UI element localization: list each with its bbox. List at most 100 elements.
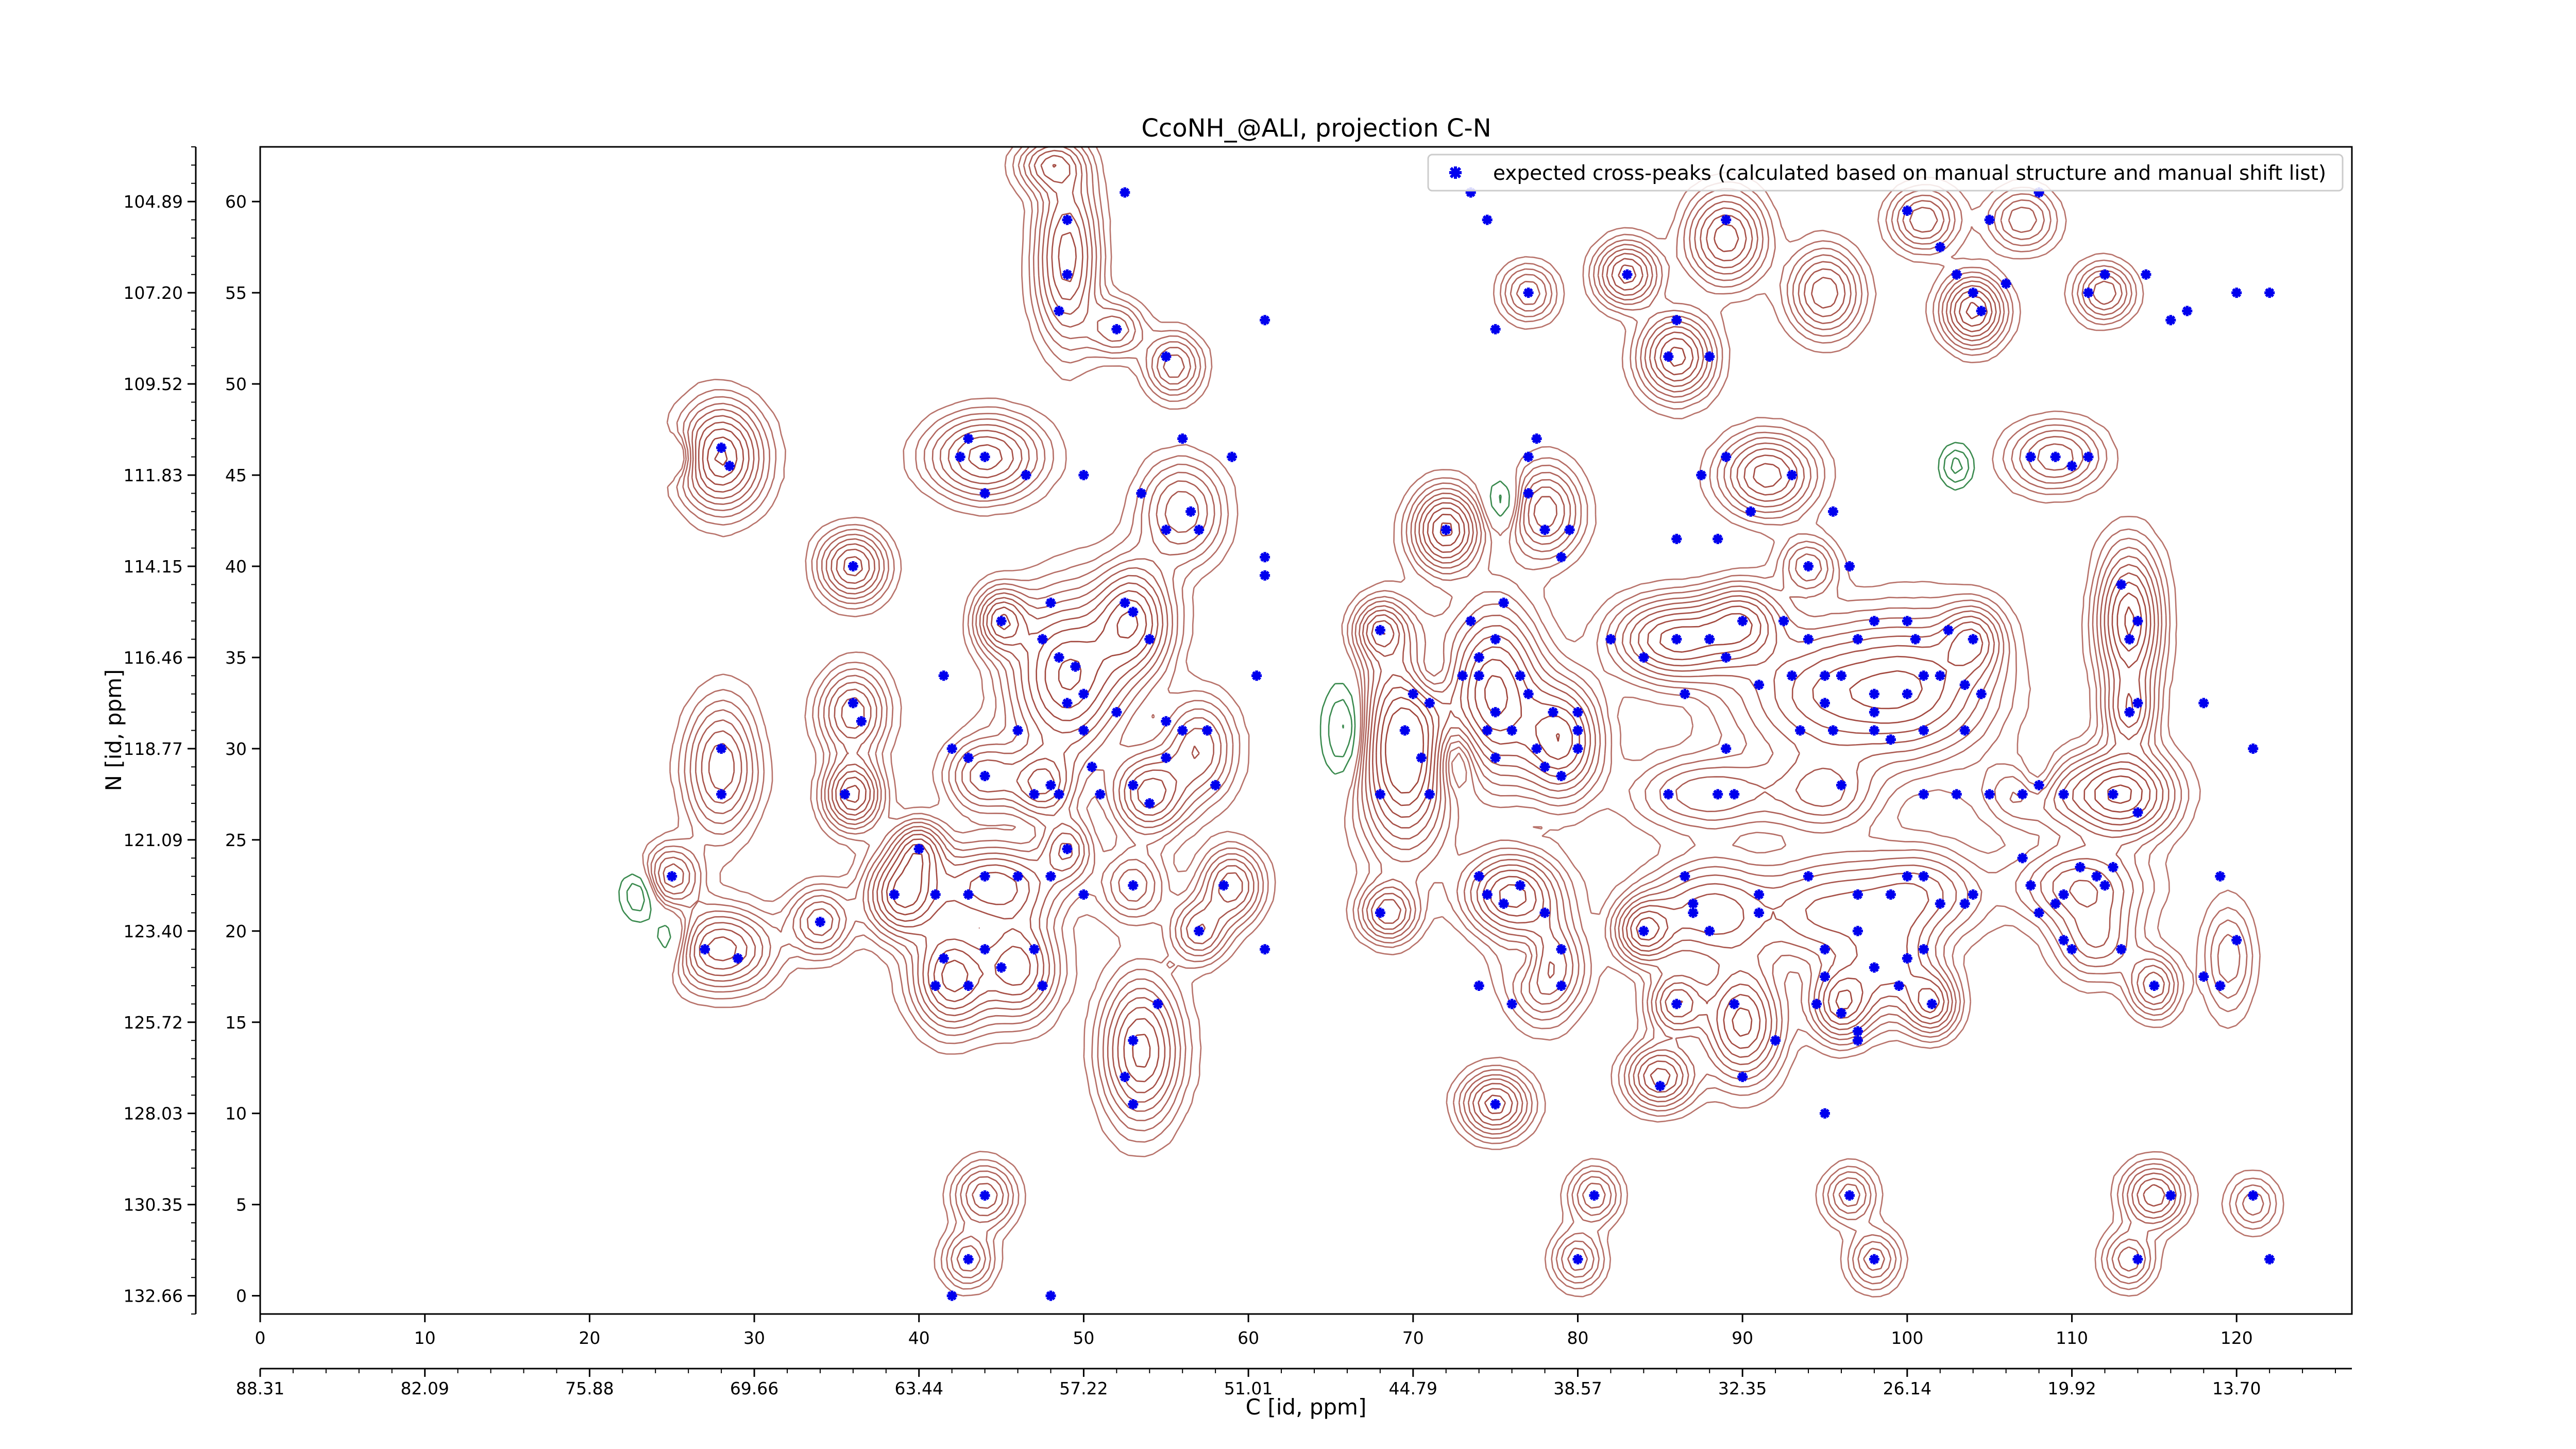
cross-peak-point [979, 1190, 990, 1201]
cross-peak-point [2033, 907, 2044, 918]
x-tick-label: 40 [908, 1328, 930, 1348]
cross-peak-point [1078, 725, 1089, 736]
cross-peak-point [2050, 451, 2061, 462]
cross-peak-point [979, 451, 990, 462]
cross-peak-point [1111, 707, 1122, 718]
cross-peak-point [839, 789, 850, 800]
cross-peak-point [1564, 525, 1575, 535]
cross-peak-point [1721, 652, 1732, 663]
x-tick-label: 80 [1567, 1328, 1588, 1348]
cross-peak-point [1893, 981, 1904, 991]
cross-peak-point [1045, 780, 1056, 790]
cross-peak-point [1828, 725, 1838, 736]
cross-peak-point [1227, 451, 1238, 462]
cross-peak-point [716, 743, 727, 754]
cross-peak-point [1745, 506, 1756, 517]
cross-peak-point [1128, 606, 1139, 617]
cross-peak-point [1054, 789, 1064, 800]
y-tick-label: 25 [225, 830, 247, 850]
cross-peak-point [1078, 688, 1089, 699]
cross-peak-point [955, 451, 965, 462]
cross-peak-point [733, 953, 743, 964]
cross-peak-point [1770, 1035, 1781, 1046]
y-ppm-tick-label: 132.66 [124, 1286, 183, 1306]
cross-peak-point [716, 442, 727, 453]
y-tick-label: 40 [225, 557, 247, 577]
cross-peak-point [1177, 725, 1188, 736]
cross-peak-point [1803, 634, 1814, 645]
cross-peak-point [1968, 634, 1978, 645]
y-tick-label: 30 [225, 739, 247, 759]
cross-peak-point [1671, 634, 1682, 645]
cross-peak-point [1935, 670, 1945, 681]
cross-peak-point [2108, 862, 2119, 872]
x-ppm-tick-label: 57.22 [1059, 1378, 1108, 1399]
cross-peak-point [2198, 971, 2209, 982]
cross-peak-point [1202, 725, 1213, 736]
y-ppm-tick-label: 107.20 [124, 283, 183, 303]
x-tick-label: 30 [743, 1328, 765, 1348]
y-ppm-tick-label: 111.83 [124, 465, 183, 485]
cross-peak-point [1490, 324, 1501, 334]
legend-box [1427, 154, 2344, 192]
legend-label: expected cross-peaks (calculated based o… [1493, 162, 2326, 185]
cross-peak-point [1506, 725, 1517, 736]
cross-peak-point [2083, 451, 2094, 462]
cross-peak-point [1424, 698, 1435, 709]
cross-peak-point [1399, 725, 1410, 736]
cross-peak-point [1935, 898, 1945, 909]
cross-peak-point [1029, 944, 1040, 955]
cross-peak-point [2108, 789, 2119, 800]
cross-peak-point [2025, 451, 2036, 462]
x-ppm-tick-label: 75.88 [565, 1378, 614, 1399]
y-ppm-tick-label: 121.09 [124, 830, 183, 850]
cross-peak-point [1572, 1254, 1583, 1265]
cross-peak-point [1556, 552, 1567, 563]
cross-peak-point [1490, 1099, 1501, 1109]
contour-level-positive [698, 155, 2165, 1207]
cross-peak-point [979, 771, 990, 781]
cross-peak-point [1194, 525, 1205, 535]
cross-peak-point [1136, 488, 1147, 499]
cross-peak-point [1095, 789, 1106, 800]
cross-peak-point [1968, 288, 1978, 298]
cross-peak-point [1852, 925, 1863, 936]
cross-peak-point [1078, 889, 1089, 900]
cross-peak-point [1012, 871, 1023, 882]
cross-peak-point [1902, 205, 1912, 216]
cross-peak-point [1852, 634, 1863, 645]
cross-peak-point [1087, 762, 1097, 772]
legend-marker [1449, 166, 1462, 179]
cross-peak-point [1473, 652, 1484, 663]
cross-peak-point [1029, 789, 1040, 800]
cross-peak-point [1375, 789, 1385, 800]
cross-peak-point [2132, 1254, 2143, 1265]
cross-peak-point [963, 889, 974, 900]
cross-peak-point [1704, 925, 1715, 936]
x-axis-label: C [id, ppm] [1246, 1394, 1367, 1420]
x-ppm-tick-label: 88.31 [236, 1378, 284, 1399]
cross-peak-point [930, 889, 941, 900]
cross-peak-point [1803, 871, 1814, 882]
cross-peak-point [1465, 616, 1476, 627]
cross-peak-point [1902, 688, 1912, 699]
y-axis-label: N [id, ppm] [101, 669, 126, 791]
cross-peak-point [1737, 1071, 1748, 1082]
cross-peak-point [1844, 1190, 1855, 1201]
cross-peak-point [1045, 597, 1056, 608]
cross-peak-point [1638, 652, 1649, 663]
y-tick-label: 60 [225, 192, 247, 212]
cross-peak-point [1869, 725, 1879, 736]
cross-peak-point [1902, 871, 1912, 882]
contour-level-negative [626, 449, 1970, 912]
cross-peak-point [2215, 981, 2226, 991]
cross-peak-point [1120, 187, 1130, 198]
cross-peak-point [1704, 351, 1715, 362]
cross-peak-point [2165, 1190, 2176, 1201]
cross-peak-point [1498, 898, 1509, 909]
y-ppm-tick-label: 104.89 [124, 192, 183, 212]
cross-peak-point [1902, 953, 1912, 964]
cross-peak-point [1572, 707, 1583, 718]
legend: expected cross-peaks (calculated based o… [1427, 154, 2344, 192]
cross-peak-point [1037, 981, 1048, 991]
